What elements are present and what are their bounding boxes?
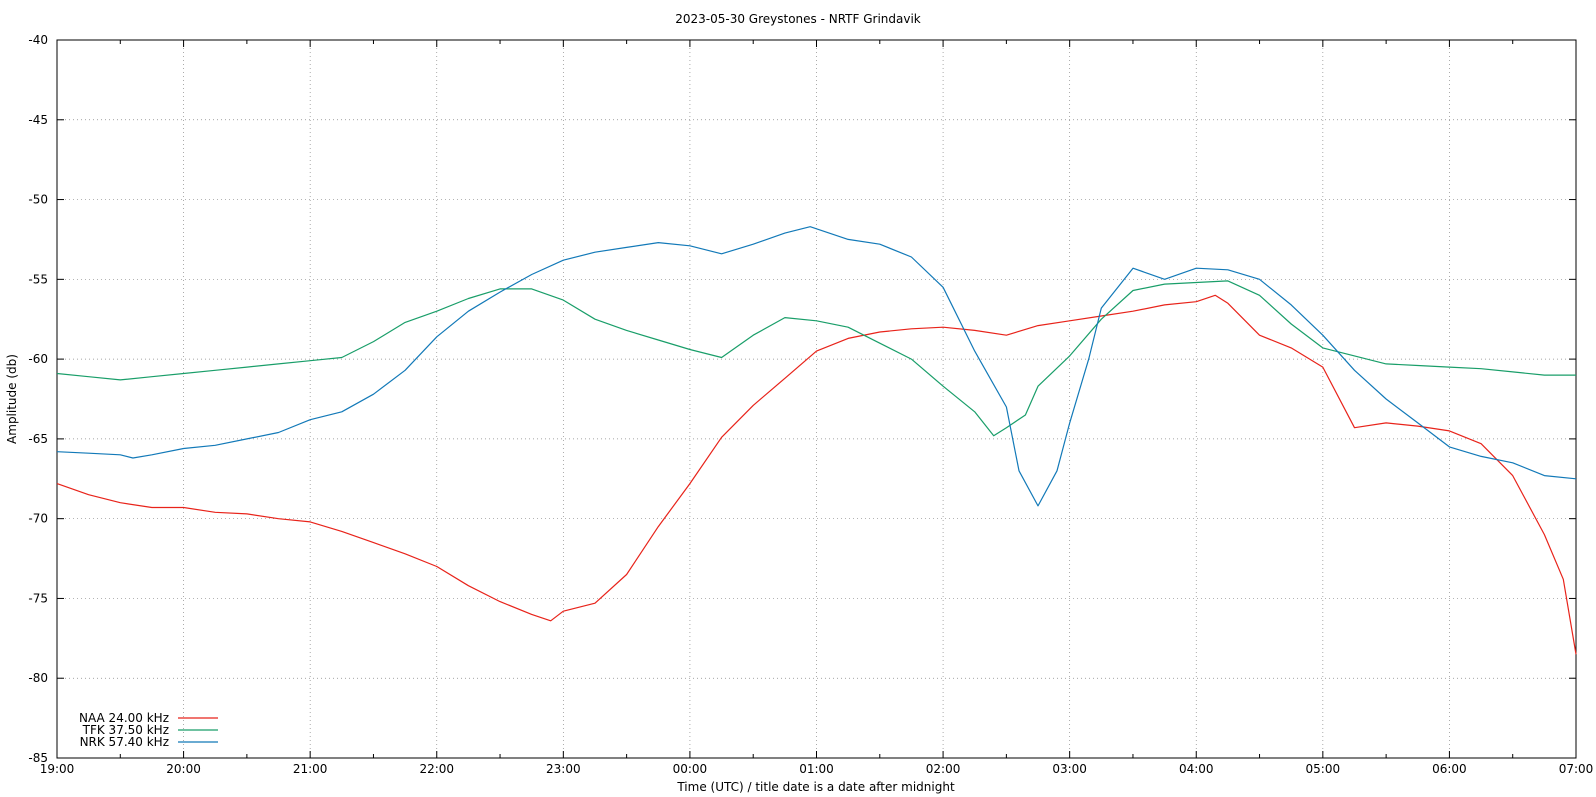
y-axis-ticks: -40 -45 -50 -55 -60 -65 -70 -75 -80 -85 (28, 33, 1576, 765)
y-tick-label: -45 (28, 113, 48, 127)
y-tick-label: -50 (28, 193, 48, 207)
x-tick-label: 22:00 (419, 762, 454, 776)
series-line-tfk (56, 280, 1576, 437)
x-tick-label: 00:00 (673, 762, 708, 776)
y-axis-label: Amplitude (db) (5, 354, 19, 444)
y-tick-label: -40 (28, 33, 48, 47)
x-tick-label: 03:00 (1052, 762, 1087, 776)
x-tick-label: 21:00 (293, 762, 328, 776)
grid (57, 40, 1576, 758)
x-tick-label: 07:00 (1559, 762, 1594, 776)
series-line-naa (56, 294, 1577, 655)
x-tick-label: 04:00 (1179, 762, 1214, 776)
y-tick-label: -75 (28, 591, 48, 605)
legend-label: NRK 57.40 kHz (80, 735, 169, 749)
series-line-nrk (56, 226, 1577, 507)
legend-label: TFK 37.50 kHz (82, 723, 169, 737)
x-tick-label: 20:00 (166, 762, 201, 776)
plot-frame (56, 39, 1577, 759)
x-axis-ticks: 19:00 20:00 21:00 22:00 23:00 00:00 01:00 02:00… (40, 40, 1594, 776)
chart-title: 2023-05-30 Greystones - NRTF Grindavik (675, 12, 921, 26)
y-tick-label: -70 (28, 512, 48, 526)
y-tick-label: -55 (28, 272, 48, 286)
x-tick-label: 01:00 (799, 762, 834, 776)
x-axis-label: Time (UTC) / title date is a date after … (676, 780, 955, 794)
legend-label: NAA 24.00 kHz (79, 711, 169, 725)
y-tick-label: -85 (28, 751, 48, 765)
x-tick-label: 06:00 (1432, 762, 1467, 776)
y-tick-label: -65 (28, 432, 48, 446)
x-tick-label: 02:00 (926, 762, 961, 776)
y-tick-label: -60 (28, 352, 48, 366)
y-tick-label: -80 (28, 671, 48, 685)
x-tick-label: 05:00 (1306, 762, 1341, 776)
x-tick-label: 19:00 (40, 762, 75, 776)
x-tick-label: 23:00 (546, 762, 581, 776)
series-lines (56, 226, 1577, 655)
